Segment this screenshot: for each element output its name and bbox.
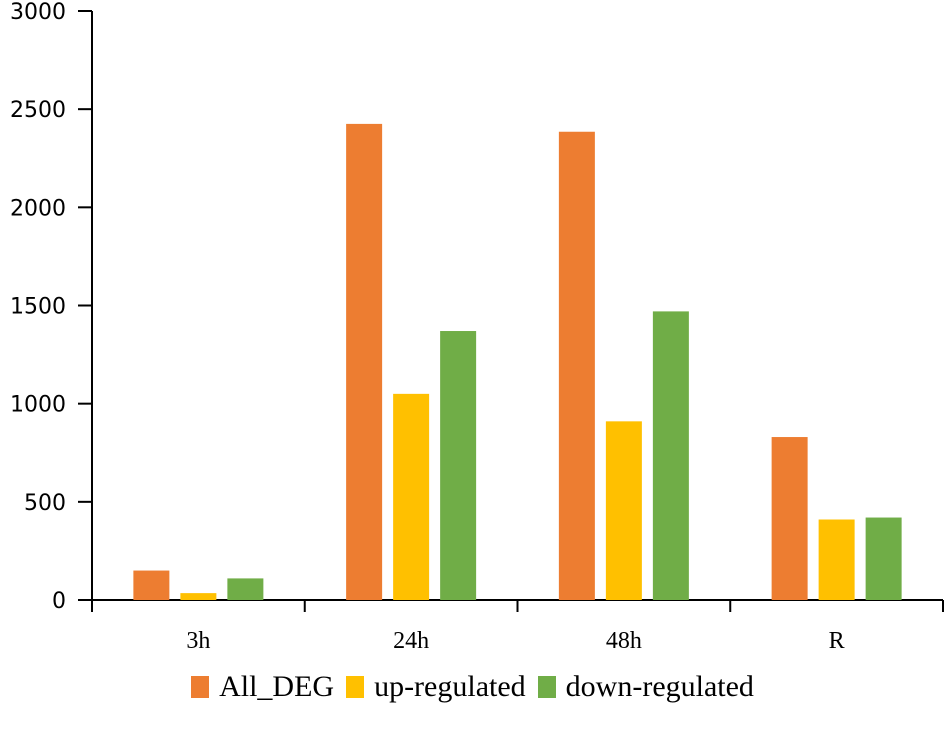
y-tick-label: 2000 (10, 196, 66, 221)
bar-up-regulated-24h (393, 393, 430, 600)
y-tick-label: 500 (24, 491, 66, 516)
y-tick-label: 3000 (10, 0, 66, 25)
legend-swatch-all-deg (191, 676, 210, 698)
legend-label: down-regulated (565, 670, 754, 703)
bar-all-deg-3h (133, 570, 170, 600)
legend-label: All_DEG (219, 670, 335, 703)
bar-all-deg-r (771, 437, 808, 600)
bar-up-regulated-48h (605, 421, 642, 600)
bar-down-regulated-r (865, 517, 902, 600)
bar-up-regulated-3h (180, 593, 217, 600)
y-tick-label: 1000 (10, 393, 66, 418)
legend-swatch-down-regulated (537, 676, 556, 698)
legend: All_DEG up-regulated down-regulated (0, 662, 945, 712)
bar-up-regulated-r (818, 519, 855, 600)
legend-label: up-regulated (374, 670, 526, 703)
legend-item-up-regulated: up-regulated (346, 672, 526, 702)
bar-all-deg-48h (558, 131, 595, 600)
bar-down-regulated-3h (227, 578, 264, 600)
legend-swatch-up-regulated (346, 676, 365, 698)
y-tick-label: 0 (52, 589, 66, 614)
x-tick-label: R (829, 628, 845, 654)
y-tick-label: 2500 (10, 98, 66, 123)
x-tick-label: 48h (606, 628, 642, 654)
bar-all-deg-24h (346, 123, 383, 601)
legend-item-all-deg: All_DEG (191, 672, 334, 702)
bar-down-regulated-48h (652, 311, 689, 600)
x-tick-label: 3h (186, 628, 210, 654)
bar-down-regulated-24h (440, 331, 477, 600)
y-tick-label: 1500 (10, 295, 66, 320)
x-tick-label: 24h (393, 628, 429, 654)
plot-area: 0 500 1000 1500 2000 2500 3000 3h 24h 48h R (10, 0, 944, 654)
legend-item-down-regulated: down-regulated (537, 670, 754, 703)
